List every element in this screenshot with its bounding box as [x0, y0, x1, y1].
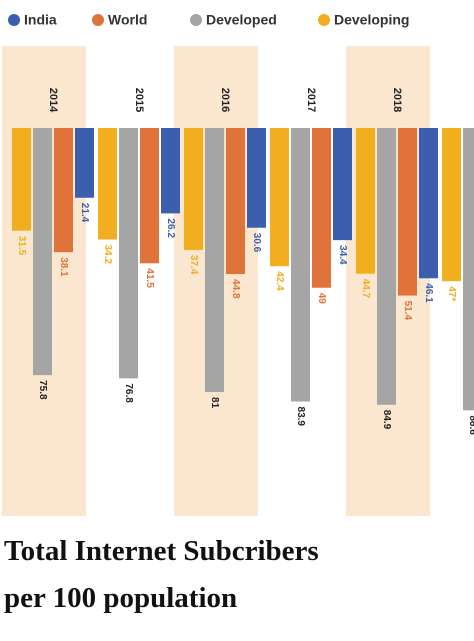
value-label: 21.4 [79, 203, 90, 223]
year-label: 2017 [305, 88, 317, 112]
bar [12, 128, 31, 231]
legend-swatch [92, 14, 104, 26]
year-label: 2016 [219, 88, 231, 112]
value-label: 49 [316, 293, 327, 305]
bar [333, 128, 352, 241]
legend-label: India [24, 12, 57, 28]
value-label: 30.6 [251, 233, 262, 253]
bar [75, 128, 94, 198]
chart-title: Total Internet Subcribers [4, 535, 319, 567]
value-label: 42.4 [274, 271, 285, 291]
bar [140, 128, 159, 264]
legend-label: World [108, 12, 147, 28]
value-label: 51.4 [402, 301, 413, 321]
bar [356, 128, 375, 274]
bar [442, 128, 461, 282]
value-label: 34.2 [102, 244, 113, 264]
value-label: 76.8 [123, 383, 134, 403]
value-label: 31.5 [16, 236, 27, 256]
bar [226, 128, 245, 275]
year-label: 2018 [391, 88, 403, 112]
value-label: 44.7 [360, 279, 371, 299]
value-label: 37.4 [188, 255, 199, 275]
bar [419, 128, 438, 279]
legend-swatch [8, 14, 20, 26]
value-label: 41.5 [144, 268, 155, 288]
legend-swatch [318, 14, 330, 26]
bar [98, 128, 117, 240]
year-label: 2015 [133, 88, 145, 112]
bar [33, 128, 52, 376]
value-label: 75.8 [37, 380, 48, 400]
bar [398, 128, 417, 296]
legend-swatch [190, 14, 202, 26]
value-label: 46.1 [423, 283, 434, 303]
year-label: 2014 [47, 88, 59, 113]
value-label: 44.8 [230, 279, 241, 299]
value-label: 38.1 [58, 257, 69, 277]
bar [119, 128, 138, 379]
value-label: 83.9 [295, 407, 306, 427]
bar [161, 128, 180, 214]
bar [377, 128, 396, 405]
value-label: 47* [446, 286, 457, 301]
legend-label: Developing [334, 12, 409, 28]
bar [247, 128, 266, 228]
bar [312, 128, 331, 288]
value-label: 26.2 [165, 218, 176, 238]
value-label: 81 [209, 397, 220, 409]
bar [463, 128, 474, 411]
bar [291, 128, 310, 402]
value-label: 84.9 [381, 410, 392, 430]
bar [270, 128, 289, 267]
legend-label: Developed [206, 12, 277, 28]
bar [205, 128, 224, 393]
bar [54, 128, 73, 253]
chart-subtitle: per 100 population [4, 582, 237, 614]
value-label: 86.6 [467, 415, 474, 435]
value-label: 34.4 [337, 245, 348, 265]
bar [184, 128, 203, 250]
